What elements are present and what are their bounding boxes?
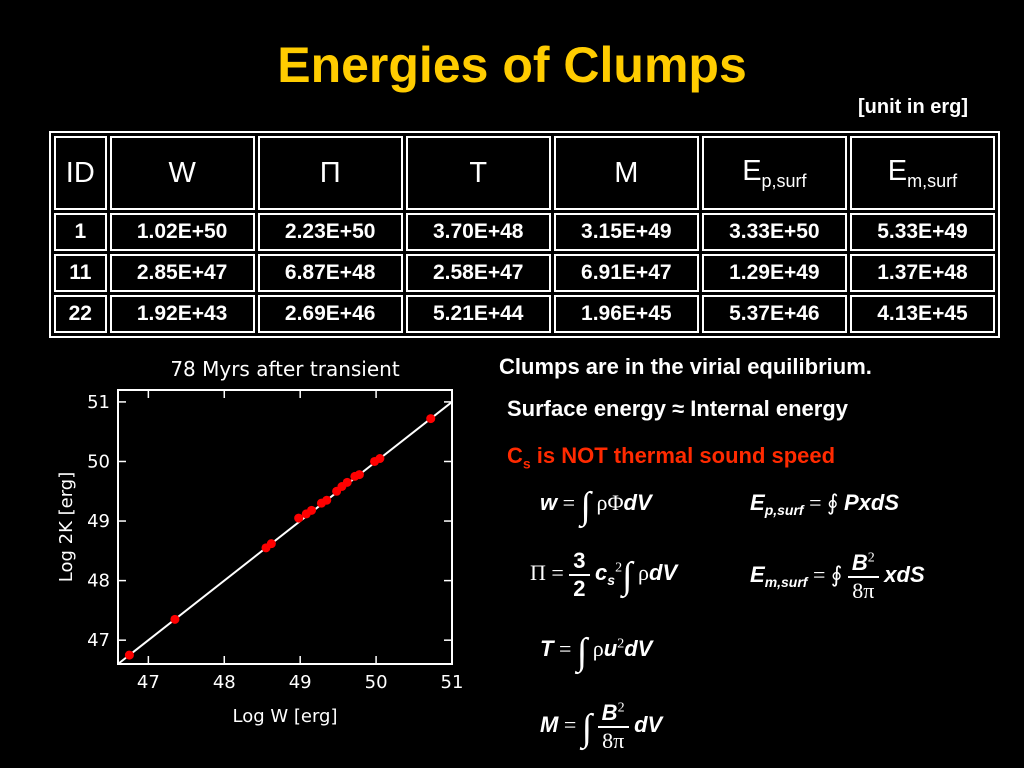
table-cell: 11 (54, 254, 107, 292)
header-pi: Π (257, 136, 403, 210)
axis-ticks: 47 48 49 50 51 47 48 49 50 51 (87, 390, 463, 693)
data-point (266, 539, 276, 549)
data-point (375, 454, 385, 463)
header-ep-surf: Ep,surf (701, 136, 847, 210)
unit-note: [unit in erg] (858, 96, 968, 118)
table-cell: 1.96E+45 (553, 295, 699, 333)
data-point (294, 513, 304, 523)
data-point (307, 505, 317, 515)
x-tick-label: 48 (213, 672, 236, 693)
data-point (354, 470, 364, 480)
table-cell: 5.21E+44 (405, 295, 551, 333)
plot-marks (117, 401, 453, 665)
y-tick-label: 49 (87, 511, 110, 532)
table-cell: 1 (54, 213, 107, 251)
table-cell: 5.37E+46 (701, 295, 847, 333)
data-point (426, 414, 436, 424)
plot-frame (117, 389, 453, 665)
table-cell: 3.70E+48 (405, 213, 551, 251)
table-header-row: ID W Π T M Ep,surf Em,surf (54, 136, 995, 210)
data-point (124, 650, 134, 660)
table-cell: 5.33E+49 (849, 213, 995, 251)
table-cell: 6.87E+48 (257, 254, 403, 292)
x-tick-label: 50 (365, 672, 388, 693)
y-tick-label: 50 (87, 451, 110, 472)
header-t: T (405, 136, 551, 210)
table-cell: 4.13E+45 (849, 295, 995, 333)
virial-statement: Clumps are in the virial equilibrium. (499, 354, 872, 379)
data-point (342, 477, 352, 487)
table-cell: 2.23E+50 (257, 213, 403, 251)
header-m: M (553, 136, 699, 210)
scatter-plot: 78 Myrs after transient 47 48 49 50 51 47 48 49… (56, 357, 463, 727)
header-w: W (109, 136, 255, 210)
x-tick-label: 51 (441, 672, 464, 693)
table-cell: 1.29E+49 (701, 254, 847, 292)
table-cell: 2.85E+47 (109, 254, 255, 292)
table-cell: 22 (54, 295, 107, 333)
table-cell: 1.92E+43 (109, 295, 255, 333)
data-point (322, 495, 332, 505)
y-tick-label: 51 (87, 392, 110, 413)
fit-line (117, 401, 453, 665)
equation-em-surf: Em,surf = ∮ B2 8π xdS (750, 550, 925, 603)
equation-t: T = ∫ ρu2dV (540, 631, 653, 673)
table-cell: 2.58E+47 (405, 254, 551, 292)
table-row: 1 1.02E+50 2.23E+50 3.70E+48 3.15E+49 3.… (54, 213, 995, 251)
energies-table: ID W Π T M Ep,surf Em,surf 1 1.02E+50 2.… (49, 131, 1000, 338)
y-axis-label: Log 2K [erg] (56, 472, 77, 582)
table-cell: 3.15E+49 (553, 213, 699, 251)
chart-title: 78 Myrs after transient (170, 357, 400, 381)
surface-energy-statement: Surface energy ≈ Internal energy (507, 396, 848, 421)
table-row: 11 2.85E+47 6.87E+48 2.58E+47 6.91E+47 1… (54, 254, 995, 292)
equation-m: M = ∫ B2 8π dV (540, 700, 663, 753)
y-tick-label: 47 (87, 630, 110, 651)
header-id: ID (54, 136, 107, 210)
table-cell: 3.33E+50 (701, 213, 847, 251)
table-cell: 2.69E+46 (257, 295, 403, 333)
data-point (170, 614, 180, 624)
x-tick-label: 47 (137, 672, 160, 693)
table-cell: 6.91E+47 (553, 254, 699, 292)
y-tick-label: 48 (87, 571, 110, 592)
equation-ep-surf: Ep,surf = ∮ PxdS (750, 490, 900, 519)
equation-w: w = ∫ ρΦdV (540, 485, 652, 527)
table-cell: 1.02E+50 (109, 213, 255, 251)
x-axis-label: Log W [erg] (232, 706, 337, 727)
header-em-surf: Em,surf (849, 136, 995, 210)
table-cell: 1.37E+48 (849, 254, 995, 292)
x-tick-label: 49 (289, 672, 312, 693)
table-row: 22 1.92E+43 2.69E+46 5.21E+44 1.96E+45 5… (54, 295, 995, 333)
sound-speed-statement: Cs is NOT thermal sound speed (507, 443, 836, 472)
page-title: Energies of Clumps (277, 37, 747, 93)
